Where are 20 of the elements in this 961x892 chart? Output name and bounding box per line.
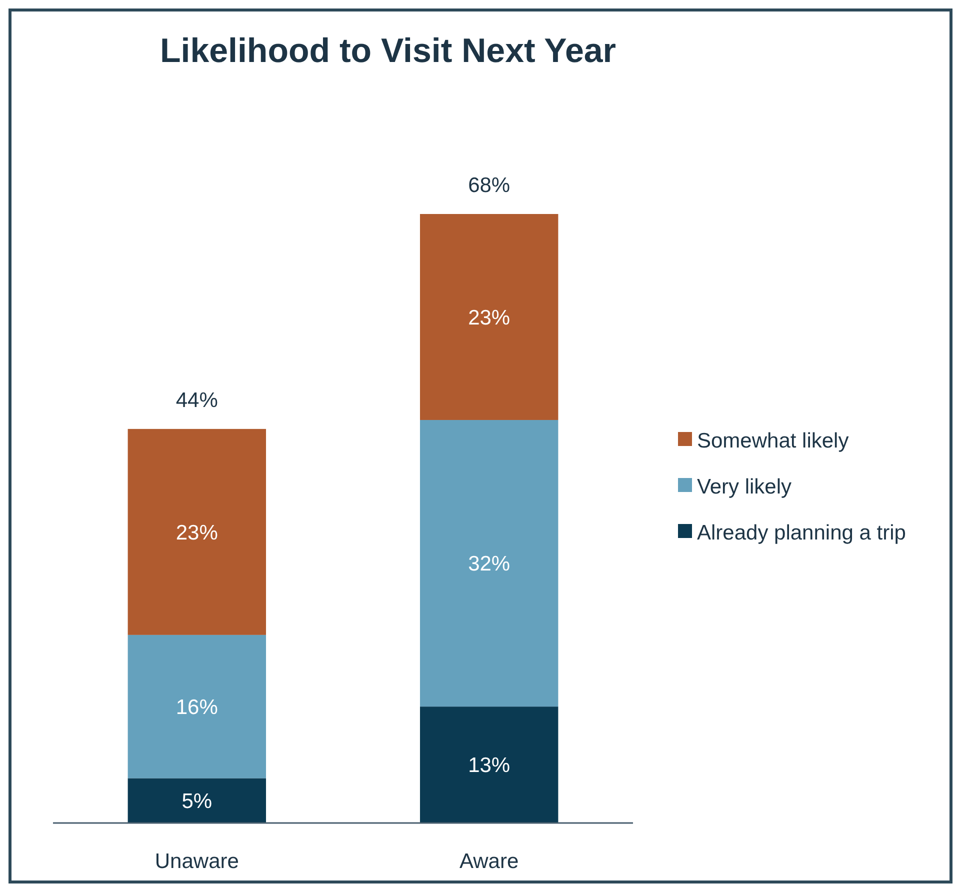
data-label: 5%	[182, 790, 212, 813]
legend-label: Already planning a trip	[697, 521, 906, 544]
total-label: 68%	[468, 174, 510, 197]
x-tick-label: Unaware	[154, 850, 239, 873]
bar	[128, 778, 266, 823]
legend-label: Somewhat likely	[697, 429, 850, 452]
bar	[128, 428, 266, 635]
data-label: 23%	[468, 306, 510, 330]
chart-title: Likelihood to Visit Next Year	[160, 32, 616, 70]
bar	[420, 706, 558, 823]
bar	[420, 420, 558, 707]
data-label: 32%	[468, 552, 510, 576]
bar	[128, 634, 266, 778]
data-label: 16%	[176, 696, 218, 719]
data-label: 13%	[468, 754, 510, 778]
bar	[420, 214, 558, 420]
legend-label: Very likely	[697, 475, 792, 498]
x-tick-label: Aware	[460, 850, 519, 873]
data-label: 23%	[176, 521, 218, 544]
total-label: 44%	[176, 388, 218, 412]
